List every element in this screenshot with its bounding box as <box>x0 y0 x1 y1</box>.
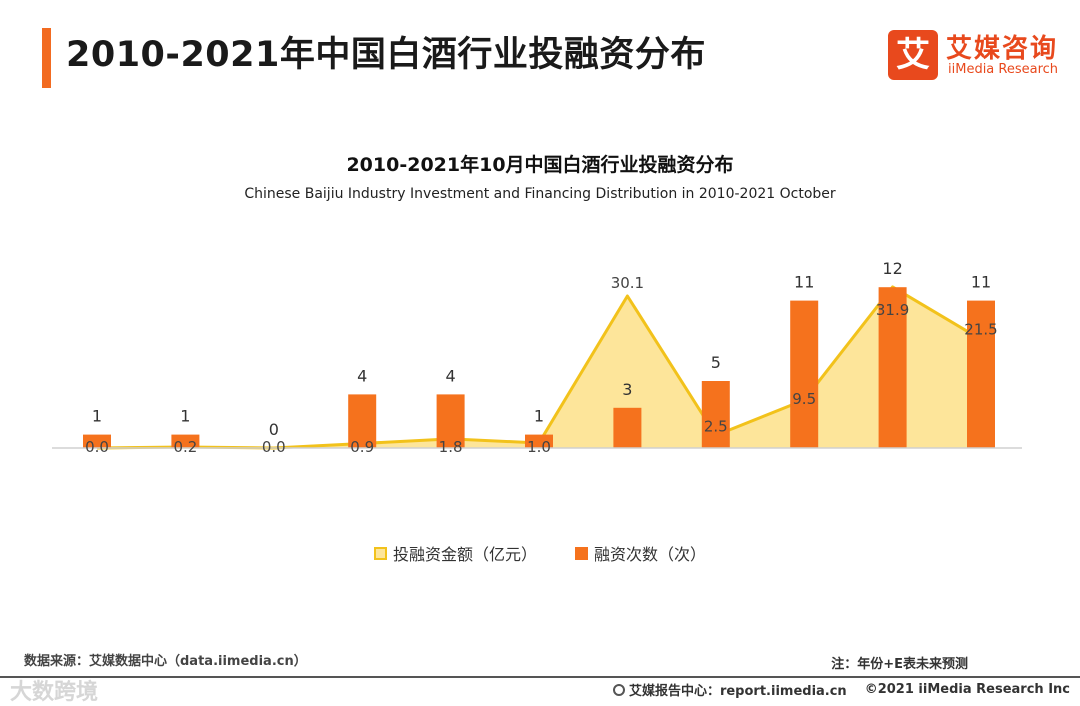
iimedia-logo: 艾 艾媒咨询 iiMedia Research <box>888 28 1060 84</box>
chart-title: 2010-2021年10月中国白酒行业投融资分布 <box>346 154 734 176</box>
watermark-text: 大数跨境 <box>10 680 99 705</box>
legend-swatch-area <box>373 546 387 560</box>
legend-swatch-bar <box>575 546 588 560</box>
amount-data-label: 0.9 <box>350 438 374 456</box>
amount-data-label: 31.9 <box>876 301 909 319</box>
count-bar <box>967 300 995 448</box>
count-data-label: 4 <box>446 366 456 385</box>
globe-icon <box>612 683 625 696</box>
page-title: 2010-2021年中国白酒行业投融资分布 <box>66 35 706 75</box>
title-accent-bar <box>42 28 51 88</box>
legend-item-count[interactable]: 融资次数（次） <box>575 541 706 565</box>
count-bar <box>171 434 200 448</box>
amount-data-label: 30.1 <box>611 274 644 292</box>
count-data-label: 3 <box>622 380 632 399</box>
count-data-label: 1 <box>92 407 102 426</box>
report-center[interactable]: 艾媒报告中心：report.iimedia.cn <box>628 684 847 699</box>
count-data-label: 4 <box>357 366 367 385</box>
amount-data-label: 1.8 <box>439 438 463 456</box>
count-bar <box>83 434 111 448</box>
copyright: ©2021 iiMedia Research Inc <box>864 682 1070 697</box>
amount-data-label: 0.2 <box>173 438 197 456</box>
logo-english-text: iiMedia Research <box>948 62 1059 77</box>
count-data-label: 1 <box>180 407 190 426</box>
amount-data-label: 0.0 <box>85 438 109 456</box>
logo-mark-icon: 艾 <box>888 30 938 80</box>
chart-subtitle: Chinese Baijiu Industry Investment and F… <box>244 186 836 202</box>
count-data-label: 1 <box>534 407 544 426</box>
legend-item-amount[interactable]: 投融资金额（亿元） <box>373 541 537 565</box>
count-bar <box>878 287 907 448</box>
count-bar <box>790 300 819 448</box>
count-bar <box>613 407 642 448</box>
count-data-label: 11 <box>971 273 991 292</box>
count-data-label: 12 <box>882 259 902 278</box>
count-bar <box>436 394 465 448</box>
forecast-note: 注：年份+E表未来预测 <box>831 657 968 672</box>
count-bar <box>348 394 377 448</box>
count-data-label: 0 <box>269 420 279 439</box>
logo-chinese-text: 艾媒咨询 <box>946 34 1059 64</box>
amount-data-label: 9.5 <box>792 390 816 408</box>
count-data-label: 5 <box>711 353 721 372</box>
footer-bar: 艾媒报告中心：report.iimedia.cn ©2021 iiMedia R… <box>612 680 1070 699</box>
count-data-label: 11 <box>794 273 814 292</box>
data-source: 数据来源：艾媒数据中心（data.iimedia.cn） <box>24 654 307 669</box>
count-bar <box>701 381 730 448</box>
legend-label-amount: 投融资金额（亿元） <box>392 545 537 564</box>
footer-divider <box>0 676 1080 678</box>
chart-legend: 投融资金额（亿元） 融资次数（次） <box>0 541 1080 565</box>
amount-data-label: 1.0 <box>527 438 551 456</box>
amount-data-label: 2.5 <box>704 417 728 435</box>
count-bar <box>525 434 553 448</box>
legend-label-count: 融资次数（次） <box>594 545 707 564</box>
amount-data-label: 0.0 <box>262 438 286 456</box>
amount-data-label: 21.5 <box>964 320 997 338</box>
